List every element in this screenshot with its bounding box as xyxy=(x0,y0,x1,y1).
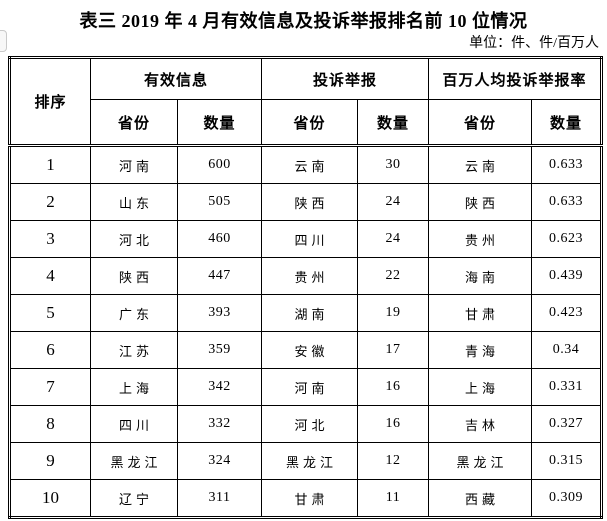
table-row: 3 河北 460 四川 24 贵州 0.623 xyxy=(9,220,603,258)
rate-value-cell: 0.331 xyxy=(531,368,603,406)
complaint-count-cell: 16 xyxy=(357,405,430,443)
complaint-count-cell: 30 xyxy=(357,145,430,184)
complaint-count-cell: 16 xyxy=(357,368,430,406)
info-province-cell: 四川 xyxy=(90,405,178,443)
table-row: 6 江苏 359 安徽 17 青海 0.34 xyxy=(9,331,603,369)
rate-province-cell: 云南 xyxy=(428,145,533,184)
rate-province-cell: 青海 xyxy=(428,331,533,369)
col-header-info-count: 数量 xyxy=(176,99,263,147)
col-group-complaints: 投诉举报 xyxy=(261,57,430,100)
rate-province-cell: 吉林 xyxy=(428,405,533,443)
info-province-cell: 陕西 xyxy=(90,257,178,295)
col-header-rate-province: 省份 xyxy=(428,99,533,147)
complaint-province-cell: 河北 xyxy=(261,405,359,443)
rank-cell: 1 xyxy=(9,145,91,184)
info-province-cell: 上海 xyxy=(90,368,178,406)
rank-cell: 4 xyxy=(9,257,91,295)
rank-cell: 2 xyxy=(9,183,91,221)
info-count-cell: 332 xyxy=(176,405,263,443)
rank-cell: 6 xyxy=(9,331,91,369)
complaint-province-cell: 陕西 xyxy=(261,183,359,221)
complaint-count-cell: 11 xyxy=(357,479,430,518)
rate-province-cell: 贵州 xyxy=(428,220,533,258)
scan-artifact xyxy=(0,30,7,52)
info-province-cell: 广东 xyxy=(90,294,178,332)
rank-cell: 3 xyxy=(9,220,91,258)
info-count-cell: 460 xyxy=(176,220,263,258)
table-row: 2 山东 505 陕西 24 陕西 0.633 xyxy=(9,183,603,221)
info-count-cell: 447 xyxy=(176,257,263,295)
info-province-cell: 江苏 xyxy=(90,331,178,369)
complaint-count-cell: 24 xyxy=(357,220,430,258)
rate-value-cell: 0.423 xyxy=(531,294,603,332)
table-row: 8 四川 332 河北 16 吉林 0.327 xyxy=(9,405,603,443)
rate-province-cell: 甘肃 xyxy=(428,294,533,332)
rate-value-cell: 0.327 xyxy=(531,405,603,443)
complaint-province-cell: 安徽 xyxy=(261,331,359,369)
rate-province-cell: 黑龙江 xyxy=(428,442,533,480)
rate-province-cell: 陕西 xyxy=(428,183,533,221)
info-province-cell: 山东 xyxy=(90,183,178,221)
header-sub-row: 省份 数量 省份 数量 省份 数量 xyxy=(10,99,603,147)
info-count-cell: 324 xyxy=(176,442,263,480)
rate-province-cell: 西藏 xyxy=(428,479,533,518)
table-row: 1 河南 600 云南 30 云南 0.633 xyxy=(9,145,603,184)
table-row: 4 陕西 447 贵州 22 海南 0.439 xyxy=(9,257,603,295)
rank-cell: 8 xyxy=(9,405,91,443)
table-header: 排序 有效信息 投诉举报 百万人均投诉举报率 省份 数量 省份 数量 省份 数量 xyxy=(9,57,603,147)
info-province-cell: 河北 xyxy=(90,220,178,258)
info-province-cell: 辽宁 xyxy=(90,479,178,518)
complaint-count-cell: 12 xyxy=(357,442,430,480)
complaint-count-cell: 24 xyxy=(357,183,430,221)
complaint-province-cell: 云南 xyxy=(261,145,359,184)
complaint-count-cell: 22 xyxy=(357,257,430,295)
rate-value-cell: 0.633 xyxy=(531,145,603,184)
rank-cell: 9 xyxy=(9,442,91,480)
unit-note: 单位：件、件/百万人 xyxy=(469,36,599,51)
rank-cell: 7 xyxy=(9,368,91,406)
col-header-rank: 排序 xyxy=(9,57,91,147)
table-row: 5 广东 393 湖南 19 甘肃 0.423 xyxy=(9,294,603,332)
table-body: 1 河南 600 云南 30 云南 0.633 2 山东 505 陕西 24 陕… xyxy=(9,145,603,518)
rate-value-cell: 0.633 xyxy=(531,183,603,221)
info-count-cell: 600 xyxy=(176,145,263,184)
info-province-cell: 黑龙江 xyxy=(90,442,178,480)
rate-value-cell: 0.623 xyxy=(531,220,603,258)
info-count-cell: 359 xyxy=(176,331,263,369)
complaint-province-cell: 湖南 xyxy=(261,294,359,332)
complaint-province-cell: 四川 xyxy=(261,220,359,258)
complaint-province-cell: 黑龙江 xyxy=(261,442,359,480)
rate-value-cell: 0.439 xyxy=(531,257,603,295)
col-header-complaint-province: 省份 xyxy=(261,99,359,147)
info-count-cell: 393 xyxy=(176,294,263,332)
rate-province-cell: 上海 xyxy=(428,368,533,406)
rank-cell: 10 xyxy=(9,479,91,518)
ranking-table: 排序 有效信息 投诉举报 百万人均投诉举报率 省份 数量 省份 数量 省份 数量… xyxy=(8,56,604,519)
info-count-cell: 342 xyxy=(176,368,263,406)
info-count-cell: 505 xyxy=(176,183,263,221)
rate-value-cell: 0.315 xyxy=(531,442,603,480)
rate-value-cell: 0.34 xyxy=(531,331,603,369)
col-group-valid-info: 有效信息 xyxy=(89,57,263,100)
complaint-province-cell: 河南 xyxy=(261,368,359,406)
table-row: 7 上海 342 河南 16 上海 0.331 xyxy=(9,368,603,406)
complaint-province-cell: 贵州 xyxy=(261,257,359,295)
table-row: 10 辽宁 311 甘肃 11 西藏 0.309 xyxy=(9,479,603,518)
rate-value-cell: 0.309 xyxy=(531,479,603,518)
rank-cell: 5 xyxy=(9,294,91,332)
info-count-cell: 311 xyxy=(176,479,263,518)
complaint-count-cell: 19 xyxy=(357,294,430,332)
info-province-cell: 河南 xyxy=(90,145,178,184)
col-header-info-province: 省份 xyxy=(90,99,178,147)
table-row: 9 黑龙江 324 黑龙江 12 黑龙江 0.315 xyxy=(9,442,603,480)
header-group-row: 排序 有效信息 投诉举报 百万人均投诉举报率 xyxy=(9,57,603,147)
rate-province-cell: 海南 xyxy=(428,257,533,295)
complaint-count-cell: 17 xyxy=(357,331,430,369)
col-header-complaint-count: 数量 xyxy=(357,99,430,147)
page-title: 表三 2019 年 4 月有效信息及投诉举报排名前 10 位情况 xyxy=(79,11,528,31)
col-group-per-million-rate: 百万人均投诉举报率 xyxy=(428,57,603,100)
complaint-province-cell: 甘肃 xyxy=(261,479,359,518)
col-header-rate-count: 数量 xyxy=(531,99,603,147)
